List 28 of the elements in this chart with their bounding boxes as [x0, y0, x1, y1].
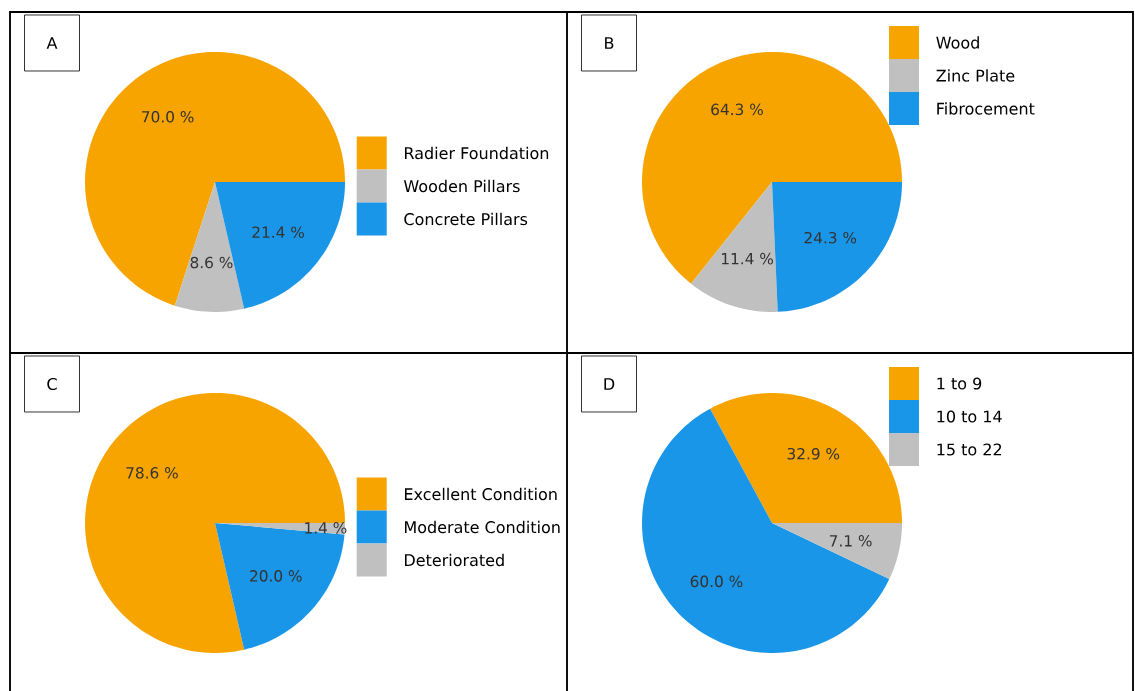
legend-label: Radier Foundation [404, 146, 549, 160]
data-label: 7.1 % [829, 535, 872, 547]
data-label: 60.0 % [690, 575, 743, 588]
data-label: 1.4 % [305, 522, 347, 534]
chart-title: C [47, 377, 57, 391]
legend-label: Moderate Condition [404, 520, 560, 534]
data-label: 21.4 % [252, 226, 304, 238]
data-label: 32.9 % [787, 447, 840, 460]
data-label: 78.6 % [126, 467, 178, 479]
data-label: 24.3 % [804, 231, 857, 244]
legend-label: Wooden Pillars [403, 179, 520, 193]
data-label: 11.4 % [722, 252, 774, 265]
legend-label: 1 to 9 [937, 377, 982, 390]
text: B [605, 37, 614, 49]
legend-label: 10 to 14 [937, 410, 1002, 423]
legend-label: Zinc Plate [936, 69, 1015, 82]
legend-label: Fibrocement [937, 102, 1035, 115]
data-label: 64.3 % [711, 103, 763, 116]
legend-label: Excellent Condition [404, 487, 557, 501]
legend-label: 15 to 22 [937, 443, 1002, 456]
chart-title: A [46, 37, 58, 49]
data-label: 8.6 % [190, 256, 233, 269]
text: D [604, 378, 615, 390]
data-label: 70.0 % [142, 110, 194, 123]
legend-label: Concrete Pillars [404, 212, 528, 226]
data-label: 20.0 % [250, 570, 302, 582]
legend-label: Wood [936, 36, 979, 49]
legend-label: Deteriorated [404, 553, 504, 567]
